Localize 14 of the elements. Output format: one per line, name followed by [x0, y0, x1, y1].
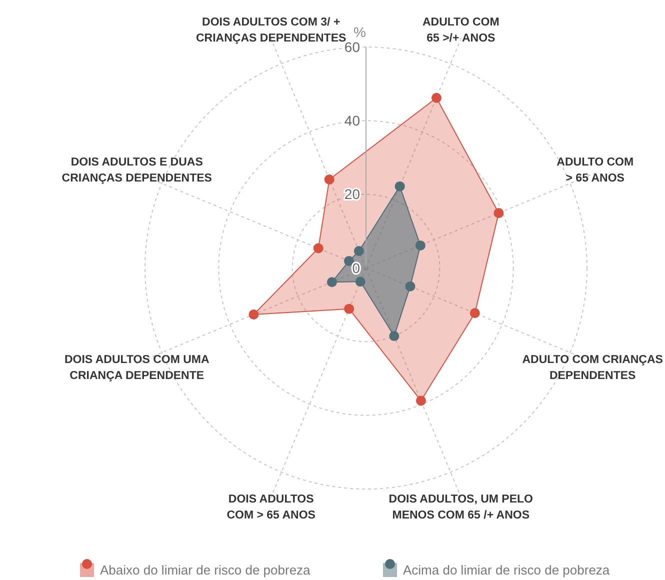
- y-tick-label: 20: [344, 186, 360, 202]
- spoke-label: DOIS ADULTOS COM UMA CRIANÇA DEPENDENTE: [64, 354, 210, 382]
- spoke-label: ADULTO COM > 65 ANOS: [556, 156, 634, 184]
- spoke-label: DOIS ADULTOS E DUAS CRIANÇAS DEPENDENTES: [62, 156, 212, 184]
- y-tick-label: 0: [352, 260, 360, 276]
- text: %: [354, 24, 366, 40]
- spoke-label: DOIS ADULTOS, UM PELO MENOS COM 65 /+ ANOS: [388, 493, 534, 522]
- spoke-label: ADULTO COM CRIANÇAS DEPENDENTES: [522, 354, 664, 382]
- legend-label: Acima do limiar de risco de pobreza: [403, 562, 610, 578]
- spoke-label: DOIS ADULTOS COM 3/ + CRIANÇAS DEPENDENTES: [196, 16, 346, 45]
- spoke-label: DOIS ADULTOS COM > 65 ANOS: [226, 493, 316, 522]
- y-tick-label: 40: [344, 112, 360, 129]
- legend-label: Abaixo do limiar de risco de pobreza: [100, 562, 312, 578]
- spoke-label: ADULTO COM 65 >/+ ANOS: [422, 16, 500, 45]
